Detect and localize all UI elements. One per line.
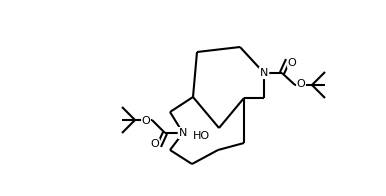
Text: N: N: [179, 128, 187, 138]
Text: N: N: [260, 68, 268, 78]
Text: O: O: [288, 58, 296, 68]
Text: O: O: [142, 116, 151, 126]
Text: HO: HO: [193, 131, 210, 141]
Text: O: O: [151, 139, 159, 149]
Text: O: O: [296, 79, 305, 89]
